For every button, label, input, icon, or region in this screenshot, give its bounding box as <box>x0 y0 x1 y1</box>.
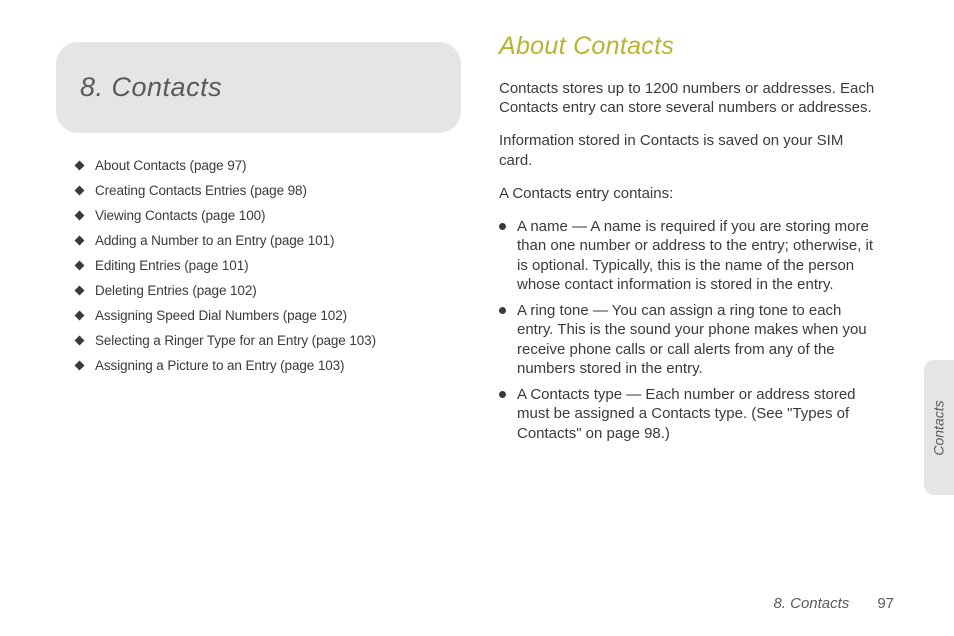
toc-item: Assigning Speed Dial Numbers (page 102) <box>76 309 461 323</box>
toc-item: Assigning a Picture to an Entry (page 10… <box>76 359 461 373</box>
section-heading: About Contacts <box>499 32 880 61</box>
toc-item: Viewing Contacts (page 100) <box>76 209 461 223</box>
toc-item: Editing Entries (page 101) <box>76 259 461 273</box>
toc-item: Creating Contacts Entries (page 98) <box>76 184 461 198</box>
body-paragraph: A Contacts entry contains: <box>499 184 880 203</box>
footer-page-number: 97 <box>877 595 894 612</box>
body-paragraph: Contacts stores up to 1200 numbers or ad… <box>499 79 880 117</box>
chapter-title: 8. Contacts <box>80 72 437 103</box>
chapter-title-box: 8. Contacts <box>56 42 461 133</box>
body-paragraph: Information stored in Contacts is saved … <box>499 131 880 169</box>
side-tab-label: Contacts <box>931 400 947 455</box>
table-of-contents: About Contacts (page 97) Creating Contac… <box>56 159 461 373</box>
entry-list: A name — A name is required if you are s… <box>499 217 880 444</box>
left-column: 8. Contacts About Contacts (page 97) Cre… <box>56 42 461 449</box>
toc-item: Adding a Number to an Entry (page 101) <box>76 234 461 248</box>
entry-list-item: A Contacts type — Each number or address… <box>499 385 880 444</box>
entry-list-item: A ring tone — You can assign a ring tone… <box>499 301 880 379</box>
toc-item: Selecting a Ringer Type for an Entry (pa… <box>76 334 461 348</box>
side-tab: Contacts <box>924 360 954 495</box>
footer-chapter: 8. Contacts <box>773 595 849 612</box>
toc-item: About Contacts (page 97) <box>76 159 461 173</box>
document-page: 8. Contacts About Contacts (page 97) Cre… <box>0 0 954 449</box>
page-footer: 8. Contacts 97 <box>773 595 894 612</box>
entry-list-item: A name — A name is required if you are s… <box>499 217 880 295</box>
toc-item: Deleting Entries (page 102) <box>76 284 461 298</box>
right-column: About Contacts Contacts stores up to 120… <box>499 42 920 449</box>
